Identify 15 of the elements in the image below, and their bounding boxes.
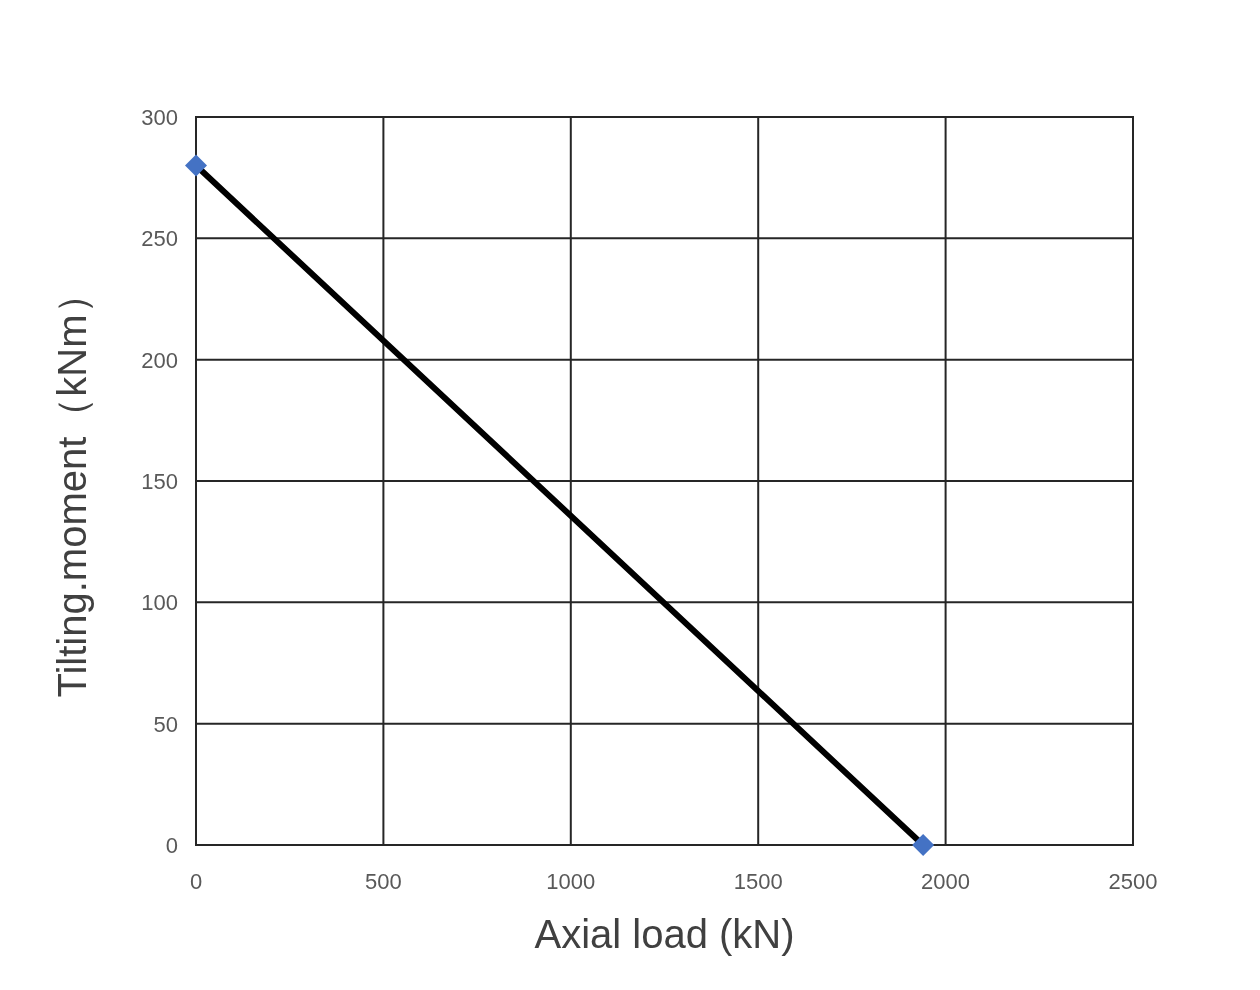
y-tick-label: 0 [165,833,178,858]
x-tick-label: 2000 [921,869,971,894]
y-axis-title: Tilting.moment（kNm） [50,274,94,698]
y-tick-label: 200 [141,347,178,373]
x-tick-label: 500 [365,869,402,894]
x-tick-label: 1000 [546,869,596,894]
x-tick-label: 2500 [1108,869,1158,894]
x-axis-title: Axial load (kN) [534,912,795,956]
y-tick-label: 250 [141,226,178,252]
x-tick-label: 0 [189,869,203,894]
x-tick-label: 1500 [733,869,783,894]
y-tick-label: 50 [153,711,178,737]
y-tick-label: 300 [141,105,178,130]
y-tick-label: 150 [141,469,178,494]
y-tick-label: 100 [141,590,178,616]
